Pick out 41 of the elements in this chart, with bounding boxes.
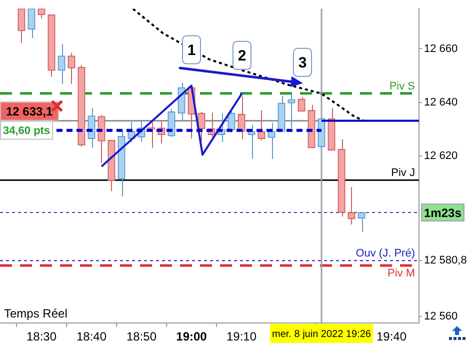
annotation: 12 633,1	[6, 104, 54, 119]
ref-line-label: Piv S	[389, 80, 415, 92]
y-tick-label: 12 660	[424, 42, 458, 55]
annotation: Temps Réel	[4, 306, 68, 320]
candlestick	[168, 108, 176, 138]
candlestick	[248, 124, 256, 160]
candlestick	[228, 110, 236, 133]
candlestick	[28, 8, 36, 39]
candlestick	[18, 8, 26, 44]
candlestick	[88, 107, 96, 148]
candlestick	[288, 93, 296, 129]
candlestick	[68, 52, 76, 85]
x-tick-label: 19:10	[226, 330, 257, 344]
line-series	[132, 8, 364, 122]
candlestick	[98, 114, 106, 164]
annotation: 1m23s	[424, 206, 462, 220]
candlestick	[58, 43, 66, 85]
annotation: 3	[298, 54, 307, 72]
ref-line-label: Piv M	[388, 268, 415, 280]
x-tick-label: 18:40	[76, 330, 107, 344]
candlestick	[268, 122, 276, 160]
candlestick	[238, 96, 246, 140]
x-tick-label: 18:50	[126, 330, 157, 344]
annotation: 1	[187, 42, 196, 59]
ref-line-label: Piv J	[391, 167, 415, 180]
y-tick-label: 12 580,8	[424, 254, 467, 267]
ref-line-label: Ouv (J. Pré)	[356, 248, 415, 260]
candlestick	[298, 96, 306, 112]
candlestick	[348, 186, 356, 226]
candlestick	[358, 212, 366, 232]
x-tick-label: 18:30	[26, 330, 57, 344]
annotation: 34,60 pts	[3, 125, 50, 138]
annotation: 2	[238, 48, 246, 65]
x-tick-label: 19:40	[376, 330, 407, 344]
y-tick-label: 12 560	[424, 310, 458, 322]
candlestick	[258, 110, 266, 141]
x-tick-label: 19:00	[176, 330, 208, 344]
candlestick	[198, 111, 206, 142]
y-tick-label: 12 620	[424, 150, 458, 162]
ref-line-label: mer. 8 juin 2022 19:26	[272, 328, 372, 340]
y-tick-label: 12 640	[424, 96, 458, 108]
